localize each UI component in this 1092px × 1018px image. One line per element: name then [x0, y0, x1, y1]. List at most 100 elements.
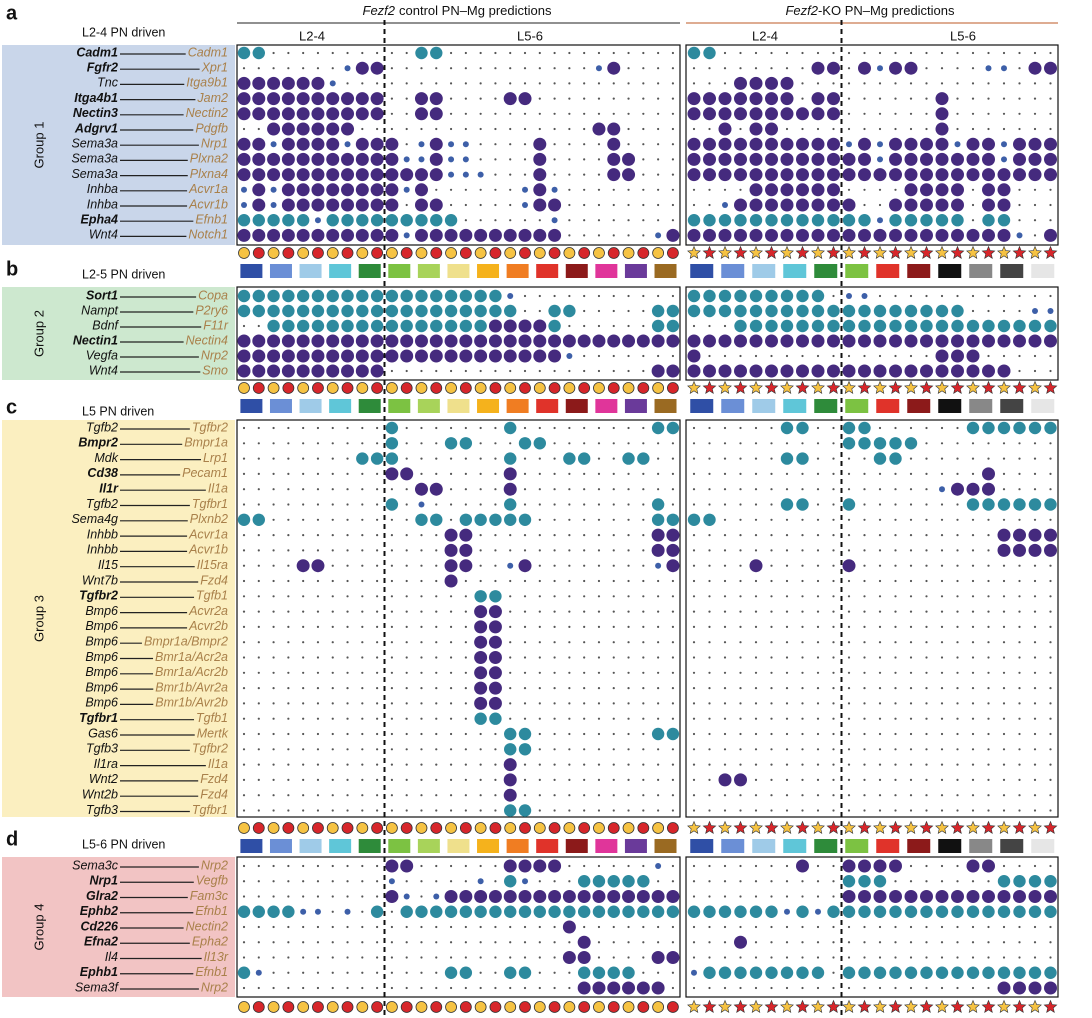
dot	[754, 809, 758, 812]
dot	[494, 809, 497, 812]
dot	[734, 304, 747, 318]
dot	[671, 51, 675, 55]
sample-marker	[1012, 820, 1027, 834]
dot	[562, 951, 576, 964]
dot	[925, 610, 928, 613]
dot	[966, 319, 980, 333]
dot	[607, 152, 621, 166]
dot	[734, 168, 747, 182]
sample-marker	[1043, 820, 1058, 834]
dot	[370, 228, 384, 242]
dot	[464, 127, 467, 131]
dot	[832, 763, 835, 766]
sample-marker	[733, 245, 748, 259]
dot	[770, 732, 773, 736]
dot	[1018, 809, 1021, 812]
dot	[494, 143, 497, 146]
dot	[405, 986, 408, 990]
dot	[878, 472, 882, 475]
dot	[449, 488, 453, 491]
dot	[361, 925, 364, 929]
sample-marker	[919, 820, 934, 834]
dot	[583, 595, 586, 598]
dot	[474, 334, 488, 348]
dot	[642, 656, 645, 659]
dot	[361, 579, 364, 583]
dot	[909, 656, 913, 659]
dot	[302, 956, 305, 959]
dot	[405, 112, 408, 115]
sample-marker	[341, 822, 354, 834]
sample-marker	[445, 382, 457, 394]
dot	[956, 641, 959, 644]
dot	[739, 457, 742, 460]
dot	[242, 564, 246, 567]
dot	[533, 228, 547, 242]
dot	[904, 364, 918, 378]
dot	[801, 488, 804, 491]
dot	[1002, 956, 1006, 959]
dot	[597, 51, 601, 55]
dot	[267, 334, 281, 348]
dot	[627, 309, 630, 313]
dot	[281, 76, 295, 90]
dot	[925, 880, 928, 883]
dot	[346, 864, 349, 868]
dot	[311, 289, 325, 303]
dot	[708, 354, 711, 358]
dot	[361, 794, 364, 797]
dot	[583, 294, 586, 298]
dot	[811, 966, 825, 979]
dot	[612, 956, 615, 959]
dot	[627, 97, 630, 100]
dot	[956, 82, 959, 85]
dot	[770, 717, 773, 720]
dot	[909, 354, 913, 358]
dot	[316, 671, 320, 674]
dot	[765, 92, 778, 106]
dot	[1002, 625, 1006, 629]
dot	[816, 564, 820, 567]
dot	[940, 67, 944, 70]
dot	[316, 579, 320, 583]
dot	[597, 143, 601, 146]
sample-marker	[252, 382, 265, 394]
dot	[494, 457, 497, 460]
dot	[651, 528, 665, 542]
dot	[272, 503, 275, 506]
dot	[785, 579, 789, 583]
dot	[272, 864, 275, 868]
dot	[583, 579, 586, 583]
dot	[1033, 763, 1037, 766]
dot	[494, 925, 497, 929]
dot	[1033, 112, 1037, 115]
dot	[920, 137, 933, 151]
dot	[754, 864, 758, 868]
dot	[237, 334, 251, 348]
dot	[863, 941, 866, 944]
dot	[785, 67, 789, 70]
dot	[331, 895, 334, 898]
dot	[951, 228, 964, 242]
dot	[816, 426, 820, 430]
dot	[987, 671, 990, 674]
dot	[863, 748, 866, 751]
dot	[509, 687, 512, 690]
sample-marker	[749, 820, 763, 834]
dot	[257, 534, 260, 537]
ligand: Efna2	[84, 935, 118, 949]
dot	[429, 334, 443, 348]
dot	[405, 503, 408, 506]
dot	[723, 717, 727, 720]
dot	[920, 183, 933, 197]
dot	[708, 549, 711, 552]
dot	[504, 905, 517, 918]
dot	[302, 864, 305, 868]
sample-marker	[981, 245, 996, 259]
dot	[863, 518, 866, 521]
dot	[985, 65, 992, 72]
dot	[583, 702, 586, 705]
dot	[878, 687, 882, 690]
dot	[734, 364, 747, 378]
cluster-swatch	[845, 264, 869, 278]
